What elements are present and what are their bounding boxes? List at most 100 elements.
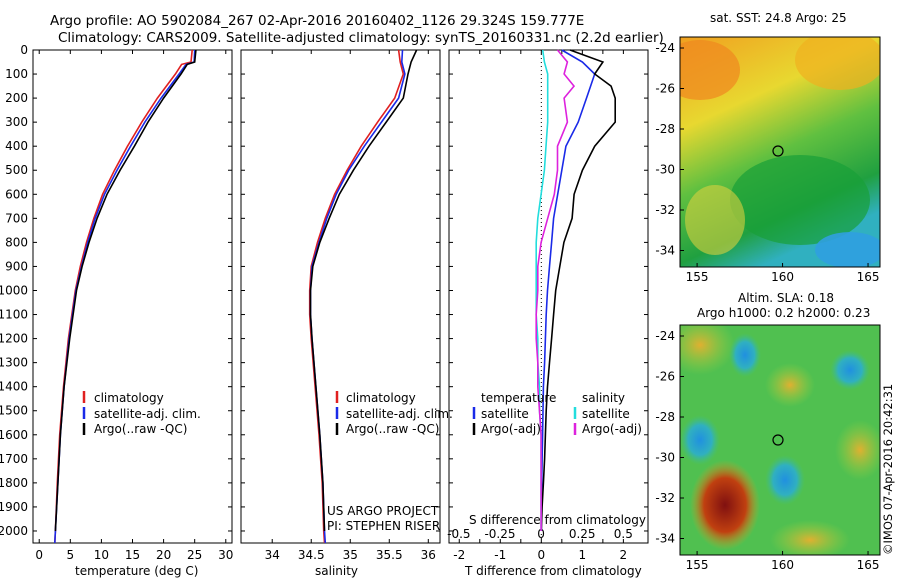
y-tick-label: 1000	[0, 283, 28, 297]
map-x-tick-label: 165	[857, 558, 880, 572]
series-line-argo	[309, 49, 418, 532]
series-line-argo	[540, 49, 617, 532]
sst-cold-patch	[815, 232, 880, 267]
temperature-legend: climatology satellite-adj. clim. Argo(..…	[82, 391, 201, 436]
series-line-satellite	[309, 49, 406, 544]
y-tick-label: 400	[5, 139, 28, 153]
map-x-tick-label: 160	[771, 270, 794, 284]
legend-label-temp-satellite: satellite	[481, 407, 529, 421]
y-tick-label: 800	[5, 235, 28, 249]
legend-header-salinity: salinity	[582, 391, 625, 405]
sla-high-patch	[835, 420, 880, 480]
map-y-tick-label: -32	[655, 491, 675, 505]
y-tick-label: 0	[20, 43, 28, 57]
map-y-tick-label: -30	[655, 451, 675, 465]
salinity-legend: climatology satellite-adj. clim. Argo(..…	[335, 391, 453, 436]
map-y-tick-label: -32	[655, 203, 675, 217]
sla-map: -24 -26 -28 -30 -32 -34 155 160 165	[655, 324, 881, 572]
sla-low-patch	[680, 415, 720, 465]
x-tick-label: 35.5	[376, 548, 403, 562]
x-tick-label: 10	[94, 548, 109, 562]
x2-tick-label: 0.25	[569, 527, 596, 541]
difference-panel-frame	[448, 49, 649, 544]
y-tick-label: 1800	[0, 476, 28, 490]
sst-map-axes: -24 -26 -28 -30 -32 -34 155 160 165	[655, 41, 879, 284]
map-x-tick-label: 155	[686, 558, 709, 572]
legend-label-satellite: satellite-adj. clim.	[346, 407, 453, 421]
legend-label-climatology: climatology	[94, 391, 164, 405]
x2-tick-label: -0.25	[484, 527, 515, 541]
x-tick-label: 35	[343, 548, 358, 562]
map-y-tick-label: -34	[655, 244, 675, 258]
x-tick-label: 20	[156, 548, 171, 562]
sst-warm-patch	[680, 40, 740, 100]
sla-low-patch	[765, 455, 805, 505]
pi-credit: PI: STEPHEN RISER	[327, 519, 440, 533]
y-tick-label: 1600	[0, 428, 28, 442]
sla-high-patch	[680, 325, 735, 375]
x2-tick-label: 0.5	[614, 527, 633, 541]
x-tick-label: 0	[537, 548, 545, 562]
sla-map-axes: -24 -26 -28 -30 -32 -34 155 160 165	[655, 329, 879, 572]
series-line-sal_argo	[535, 49, 576, 531]
difference-legend: temperature salinity satellite Argo(-adj…	[472, 391, 642, 436]
y-tick-label: 2000	[0, 524, 28, 538]
map-x-tick-label: 165	[857, 270, 880, 284]
map-y-tick-label: -24	[655, 41, 675, 55]
imos-credit: ©IMOS 07-Apr-2016 20:42:31	[881, 384, 895, 555]
x-tick-label: 0	[35, 548, 43, 562]
figure-title-line2: Climatology: CARS2009. Satellite-adjuste…	[58, 30, 664, 46]
sla-high-patch	[765, 363, 815, 407]
x2-tick-label: -0.5	[447, 527, 470, 541]
map-y-tick-label: -24	[655, 329, 675, 343]
x-tick-label: 15	[125, 548, 140, 562]
legend-label-sal-argo: Argo(-adj)	[582, 422, 642, 436]
legend-label-argo: Argo(..raw -QC)	[346, 422, 439, 436]
x-tick-label: 34.5	[298, 548, 325, 562]
temperature-panel-frame	[32, 49, 233, 544]
float-position-marker	[772, 434, 784, 446]
project-credit: US ARGO PROJECT	[327, 504, 439, 518]
map-y-tick-label: -30	[655, 163, 675, 177]
sst-map: -24 -26 -28 -30 -32 -34 155 160 165	[655, 36, 881, 284]
y-tick-label: 500	[5, 163, 28, 177]
legend-label-temp-argo: Argo(-adj)	[481, 422, 541, 436]
map-y-tick-label: -28	[655, 122, 675, 136]
y-tick-label: 1300	[0, 356, 28, 370]
sst-warm-patch	[685, 185, 745, 255]
x-tick-label: 25	[187, 548, 202, 562]
salinity-panel-frame	[240, 49, 441, 544]
sla-high-core	[690, 460, 760, 550]
t-diff-xlabel: T difference from climatology	[464, 564, 642, 578]
sst-cool-patch	[730, 155, 870, 245]
y-tick-label: 300	[5, 115, 28, 129]
y-tick-label: 900	[5, 259, 28, 273]
x-tick-label: 34	[265, 548, 280, 562]
x2-tick-label: 0	[537, 527, 545, 541]
sst-map-frame	[679, 36, 881, 268]
salinity-panel: 34 34.5 35 35.5 36	[241, 49, 440, 562]
map-y-tick-label: -26	[655, 82, 675, 96]
legend-label-climatology: climatology	[346, 391, 416, 405]
sla-map-title1: Altim. SLA: 0.18	[738, 291, 834, 305]
map-y-tick-label: -26	[655, 370, 675, 384]
x-tick-label: -2	[453, 548, 465, 562]
x-tick-label: 30	[218, 548, 233, 562]
x-tick-label: 2	[620, 548, 628, 562]
sla-map-title2: Argo h1000: 0.2 h2000: 0.23	[697, 306, 870, 320]
x-tick-label: -1	[494, 548, 506, 562]
y-tick-label: 100	[5, 67, 28, 81]
x-tick-label: 1	[579, 548, 587, 562]
y-tick-label: 200	[5, 91, 28, 105]
sla-low-patch	[729, 333, 761, 377]
sla-high-patch	[770, 520, 850, 555]
map-y-tick-label: -28	[655, 410, 675, 424]
y-tick-label: 1900	[0, 500, 28, 514]
map-x-tick-label: 160	[771, 558, 794, 572]
sst-warm-patch	[795, 37, 880, 90]
x-tick-label: 36	[421, 548, 436, 562]
difference-panel: -2 -1 0 1 2 -0.5 -0.25 0 0.25 0.5	[447, 49, 648, 562]
series-line-climatology	[308, 49, 405, 544]
series-line-satellite	[540, 49, 596, 531]
x-tick-label: 5	[66, 548, 74, 562]
